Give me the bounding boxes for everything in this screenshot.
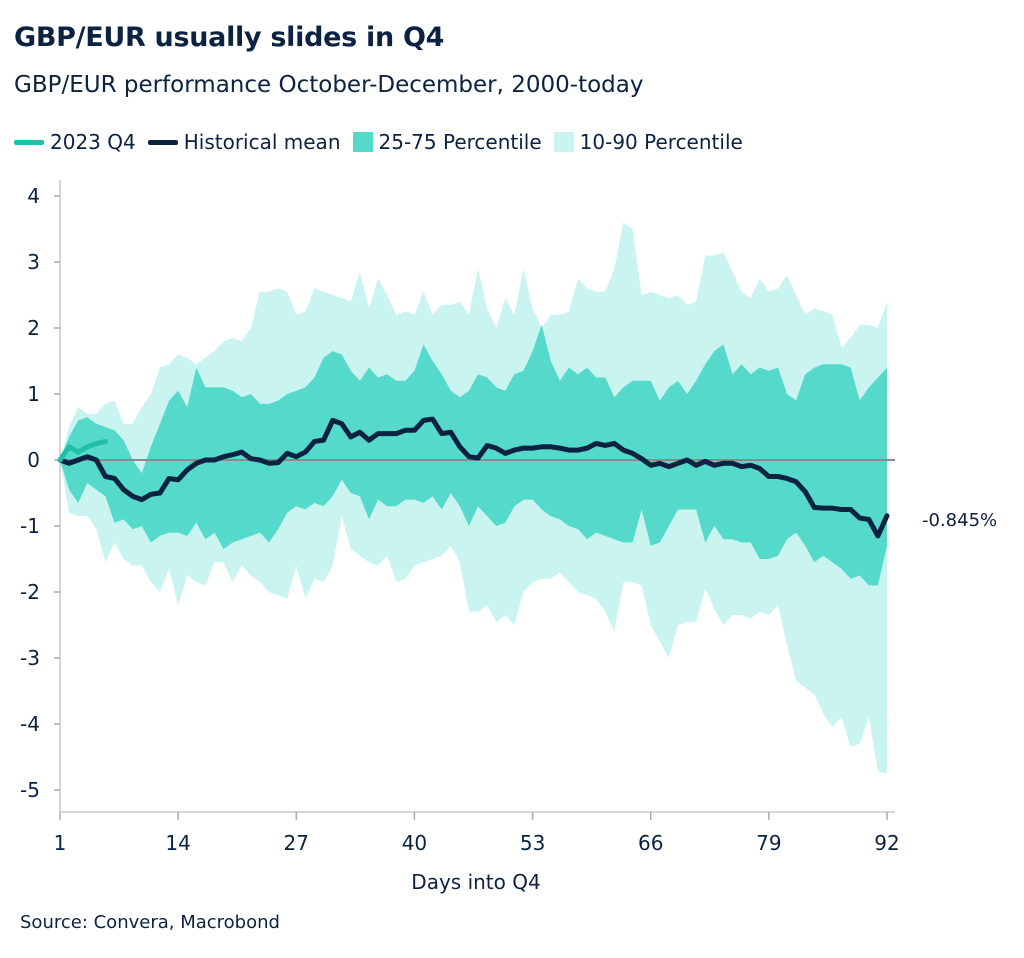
y-tick-label: -4 [20,712,40,736]
x-tick-label: 27 [284,831,309,855]
legend-label: 10-90 Percentile [579,130,743,154]
y-tick-label: -5 [20,778,40,802]
x-tick-label: 53 [520,831,545,855]
y-tick-label: -1 [20,514,40,538]
legend-label: 2023 Q4 [50,130,136,154]
x-tick-label: 66 [638,831,663,855]
legend-swatch [553,132,574,152]
legend-item-25-75: 25-75 Percentile [352,130,542,154]
legend-label: Historical mean [183,130,341,154]
legend-label: 25-75 Percentile [378,130,542,154]
legend-item-2023-q4: 2023 Q4 [14,130,136,154]
x-axis-label: Days into Q4 [411,870,540,894]
legend-swatch [14,139,44,145]
source-note: Source: Convera, Macrobond [20,912,280,933]
end-value-label: -0.845% [922,510,997,531]
legend-swatch [352,132,373,152]
y-tick-label: 0 [27,448,40,472]
chart-title: GBP/EUR usually slides in Q4 [14,22,445,53]
x-tick-label: 79 [756,831,781,855]
y-tick-label: 2 [27,316,40,340]
chart-subtitle: GBP/EUR performance October-December, 20… [14,72,644,98]
x-tick-label: 40 [402,831,427,855]
historical-mean-line [57,416,890,539]
y-tick-label: -2 [20,580,40,604]
legend-item-historical-mean: Historical mean [147,130,341,154]
y-tick-label: 4 [27,184,40,208]
y-tick-label: 1 [27,382,40,406]
x-tick-label: 1 [54,831,67,855]
q4-2023-line [57,439,108,463]
legend-swatch [147,139,178,145]
x-tick-label: 14 [165,831,190,855]
y-tick-label: -3 [20,646,40,670]
legend-item-10-90: 10-90 Percentile [553,130,743,154]
x-tick-label: 92 [874,831,899,855]
legend: 2023 Q4 Historical mean 25-75 Percentile… [14,130,755,154]
y-tick-label: 3 [27,250,40,274]
